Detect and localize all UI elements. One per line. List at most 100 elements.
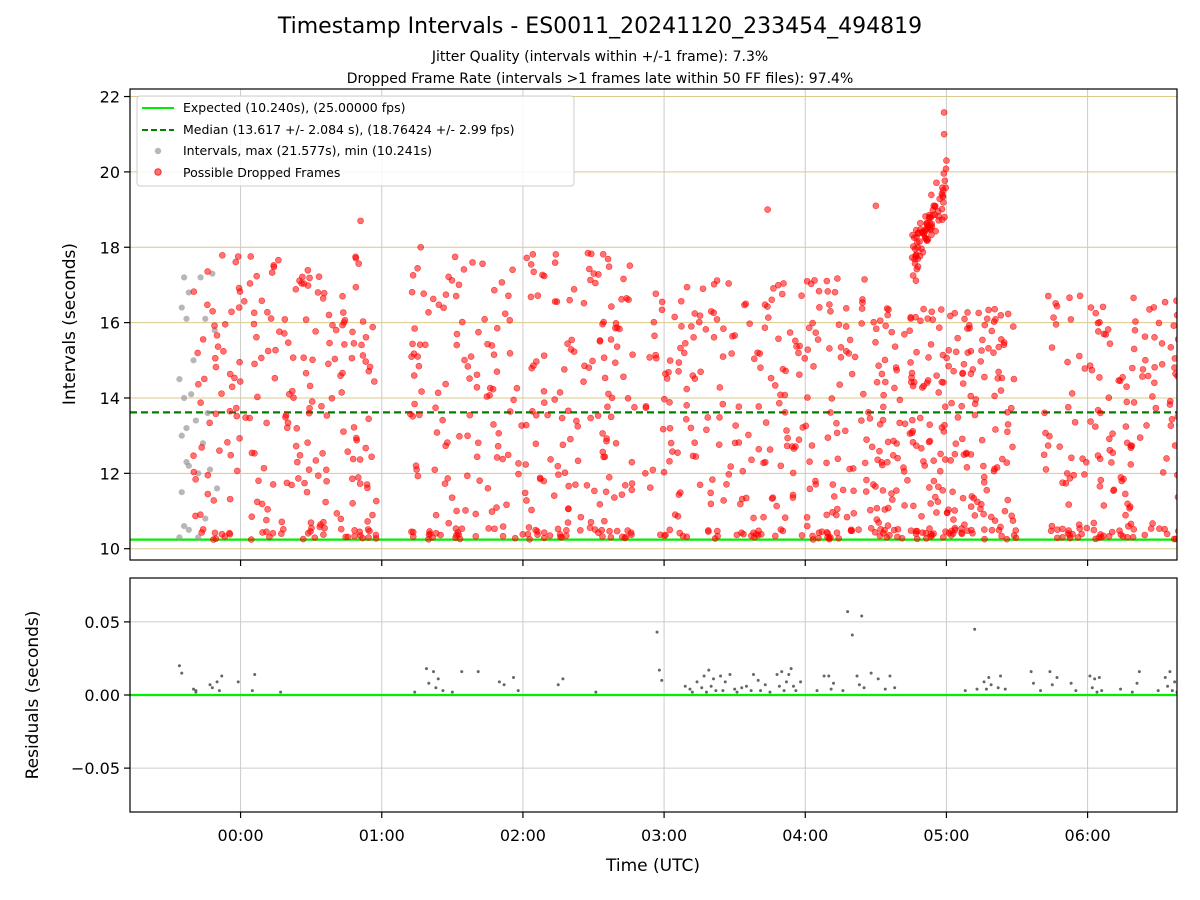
- residual-point: [827, 674, 831, 678]
- dropped-frame-point: [558, 414, 566, 422]
- dropped-frame-point: [333, 510, 341, 517]
- dropped-frame-point: [509, 266, 516, 274]
- dropped-frame-point: [1009, 323, 1017, 330]
- dropped-frame-point: [936, 467, 944, 475]
- dropped-frame-point: [939, 534, 947, 541]
- dropped-frame-point: [594, 412, 602, 419]
- dropped-frame-point: [916, 252, 924, 260]
- dropped-frame-point: [1042, 466, 1050, 473]
- dropped-frame-point: [197, 511, 204, 519]
- dropped-frame-point: [194, 349, 201, 357]
- residual-point: [210, 686, 214, 690]
- dropped-frame-point: [340, 428, 347, 435]
- dropped-frame-point: [463, 472, 471, 480]
- dropped-frame-point: [703, 426, 710, 434]
- dropped-frame-point: [1076, 352, 1083, 360]
- dropped-frame-point: [529, 407, 536, 415]
- dropped-frame-point: [983, 486, 991, 494]
- dropped-frame-point: [932, 227, 939, 235]
- dropped-frame-point: [211, 529, 219, 537]
- dropped-frame-point: [1068, 390, 1076, 397]
- dropped-frame-point: [862, 488, 870, 495]
- dropped-frame-point: [410, 350, 418, 357]
- dropped-frame-point: [585, 364, 593, 371]
- dropped-frame-point: [761, 301, 769, 309]
- dropped-frame-point: [680, 349, 688, 357]
- interval-point: [176, 376, 183, 383]
- dropped-frame-point: [565, 482, 572, 490]
- dropped-frame-point: [621, 482, 629, 489]
- dropped-frame-point: [464, 363, 472, 370]
- dropped-frame-point: [994, 375, 1002, 382]
- normal-interval-points: [176, 270, 221, 541]
- intervals-y-tick-label: 14: [100, 389, 120, 408]
- dropped-frame-point: [1141, 333, 1149, 340]
- dropped-frame-point: [618, 491, 626, 498]
- dropped-frame-point: [264, 347, 272, 355]
- dropped-frame-point: [977, 358, 985, 365]
- dropped-frame-point: [735, 403, 743, 411]
- dropped-frame-point: [940, 130, 948, 138]
- dropped-frame-point: [806, 458, 813, 465]
- dropped-frame-point: [829, 481, 837, 488]
- dropped-frame-point: [506, 350, 514, 357]
- dropped-frame-point: [950, 516, 957, 523]
- dropped-frame-point: [302, 316, 310, 323]
- dropped-frame-point: [604, 403, 611, 411]
- dropped-frame-point: [1129, 364, 1136, 372]
- dropped-frame-point: [935, 324, 943, 331]
- dropped-frame-point: [198, 444, 205, 451]
- dropped-frame-point: [190, 468, 198, 476]
- dropped-frame-point: [1064, 403, 1072, 411]
- dropped-frame-point: [761, 458, 769, 466]
- dropped-frame-point: [677, 297, 685, 305]
- dropped-frame-point: [823, 459, 830, 467]
- residual-point: [1173, 680, 1177, 684]
- dropped-frame-point: [532, 526, 539, 534]
- dropped-frame-point: [784, 434, 791, 442]
- dropped-frame-point: [683, 283, 691, 291]
- dropped-frame-point: [963, 449, 970, 457]
- dropped-frame-point: [697, 368, 704, 376]
- residual-point: [702, 674, 706, 678]
- dropped-frame-point: [319, 295, 327, 302]
- dropped-frame-point: [666, 526, 674, 534]
- residual-point: [999, 674, 1003, 678]
- dropped-frame-point: [1117, 474, 1125, 481]
- dropped-frame-point: [554, 462, 562, 470]
- dropped-frame-point: [253, 272, 260, 280]
- residual-point: [660, 678, 664, 682]
- dropped-frame-point: [596, 337, 604, 344]
- dropped-frame-point: [879, 461, 886, 469]
- dropped-frame-point: [536, 474, 544, 482]
- dropped-frame-point: [1130, 345, 1138, 353]
- residual-point: [893, 686, 897, 690]
- dropped-frame-point: [603, 437, 610, 445]
- dropped-frame-point: [611, 359, 619, 366]
- residual-point: [476, 670, 480, 674]
- dropped-frame-point: [1108, 459, 1115, 466]
- residual-point: [413, 690, 417, 694]
- dropped-frame-point: [988, 526, 996, 534]
- jitter-quality-subtitle: Jitter Quality (intervals within +/-1 fr…: [431, 49, 769, 65]
- dropped-frame-point: [836, 381, 843, 388]
- dropped-frame-point: [812, 329, 820, 336]
- dropped-frame-point: [865, 408, 872, 416]
- interval-point: [176, 534, 183, 541]
- dropped-frame-point: [219, 252, 226, 259]
- dropped-frame-point: [1167, 344, 1175, 351]
- dropped-frame-point: [365, 415, 372, 423]
- dropped-frame-point: [850, 487, 857, 495]
- dropped-frame-point: [511, 534, 519, 542]
- residual-point: [707, 668, 711, 672]
- dropped-frame-point: [490, 286, 498, 294]
- dropped-frame-point: [320, 531, 327, 538]
- dropped-frame-point: [246, 414, 253, 422]
- dropped-frame-point: [1117, 531, 1125, 538]
- dropped-frame-point: [707, 489, 714, 497]
- dropped-frame-point: [221, 321, 229, 328]
- dropped-frame-point: [1181, 356, 1187, 362]
- dropped-frame-point: [677, 344, 684, 352]
- dropped-frame-point: [204, 471, 212, 479]
- dropped-frame-point: [881, 356, 889, 364]
